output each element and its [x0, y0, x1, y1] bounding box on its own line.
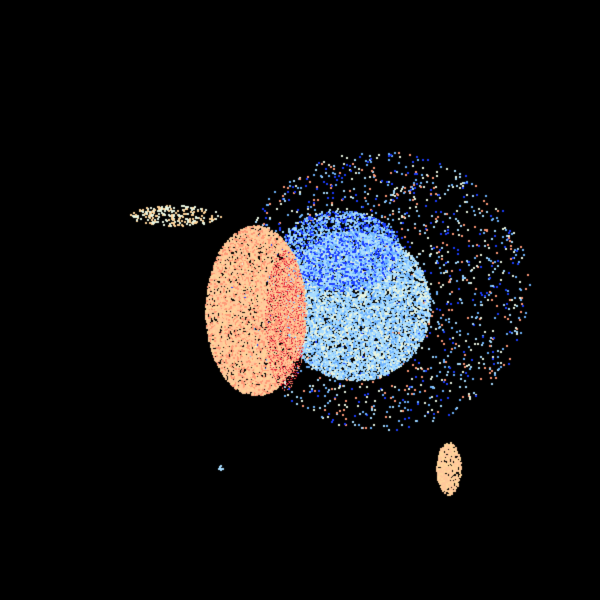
radar-echo-canvas [0, 0, 600, 600]
radar-velocity-display [0, 0, 600, 600]
